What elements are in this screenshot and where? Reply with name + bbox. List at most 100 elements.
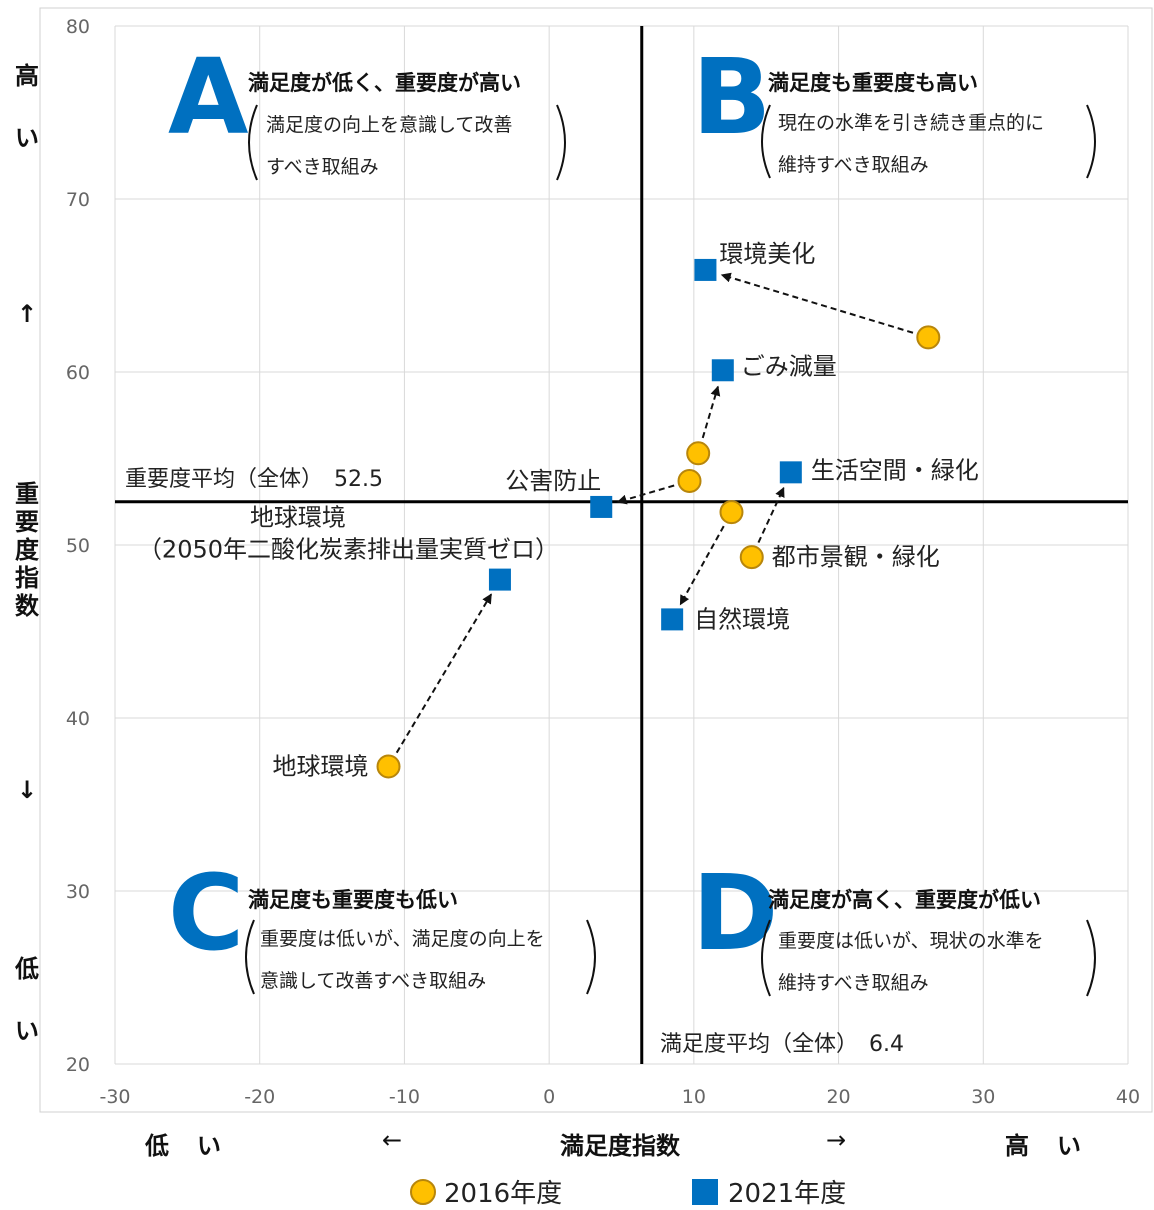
transition-arrow — [720, 272, 914, 334]
y-tick-label: 60 — [66, 362, 90, 384]
quadrant-open-paren — [761, 919, 771, 997]
quadrant-title: 満足度が低く、重要度が高い — [248, 71, 521, 95]
y-axis-title: 重要度指数 — [12, 480, 42, 620]
quadrant-letter: C — [168, 852, 244, 974]
point-2021-waste — [711, 359, 734, 382]
y-axis-title-char-2: 要 — [15, 508, 39, 536]
x-high-label: 高 い — [1005, 1132, 1083, 1160]
y-axis-title-char-3: 度 — [15, 536, 39, 564]
x-left-arrow: ← — [382, 1126, 403, 1154]
point-2016-env-beautify — [916, 325, 941, 350]
point-2021-env-beautify — [694, 258, 717, 281]
x-tick-label: 30 — [971, 1086, 995, 1108]
y-up-arrow: ↑ — [16, 300, 38, 328]
avg-importance-label: 重要度平均（全体） 52.5 — [125, 467, 383, 492]
transition-arrow — [679, 525, 725, 606]
x-tick-label: 40 — [1116, 1086, 1140, 1108]
point-2016-global — [376, 754, 401, 779]
point-label-env-beautify: 環境美化 — [719, 240, 815, 268]
quadrant-letter: B — [692, 36, 771, 158]
point-label-nature: 自然環境 — [694, 605, 790, 633]
legend-label-2021: 2021年度 — [728, 1179, 847, 1209]
grid — [39, 7, 1153, 1113]
quadrant-desc-line: すべき取組み — [266, 156, 379, 178]
y-tick-label: 80 — [66, 16, 90, 38]
quadrant-title: 満足度も重要度も高い — [768, 71, 978, 95]
x-tick-label: -10 — [389, 1086, 420, 1108]
point-label-global: （2050年二酸化炭素排出量実質ゼロ） — [138, 536, 559, 564]
y-high-char-1: 高 — [15, 62, 39, 90]
transition-arrow — [757, 486, 785, 543]
y-tick-label: 70 — [66, 189, 90, 211]
x-right-arrow: → — [826, 1126, 847, 1154]
quadrant-desc-line: 現在の水準を引き続き重点的に — [778, 112, 1044, 134]
y-low-char-1: 低 — [15, 955, 39, 983]
point-2021-nature — [661, 608, 684, 631]
y-tick-label: 20 — [66, 1054, 90, 1076]
quadrant-desc-line: 重要度は低いが、現状の水準を — [778, 930, 1044, 952]
quadrant-open-paren — [761, 104, 771, 179]
quadrant-open-paren — [245, 919, 255, 995]
transition-arrows — [395, 272, 914, 754]
point-2016-cityscape — [739, 545, 764, 570]
quadrant-annotations: A 満足度が低く、重要度が高い満足度の向上を意識して改善すべき取組みB満足度も重要… — [168, 36, 1096, 997]
quadrant-close-paren — [1086, 104, 1096, 179]
quadrant-title: 満足度も重要度も低い — [248, 888, 458, 912]
y-tick-label: 30 — [66, 881, 90, 903]
legend-item-2016: 2016年度 — [410, 1173, 562, 1210]
quadrant-desc-line: 重要度は低いが、満足度の向上を — [260, 928, 545, 950]
x-tick-label: 20 — [826, 1086, 850, 1108]
point-2016-pollution — [677, 468, 702, 493]
point-label-global: 地球環境 — [273, 752, 369, 780]
x-tick-label: 0 — [543, 1086, 555, 1108]
quadrant-desc-line: 維持すべき取組み — [778, 972, 929, 994]
quadrant-desc-line: 維持すべき取組み — [778, 154, 929, 176]
x-tick-label: -30 — [99, 1086, 130, 1108]
y-down-arrow: ↓ — [16, 776, 38, 804]
quadrant-desc-line: 意識して改善すべき取組み — [260, 970, 486, 992]
data-points — [376, 258, 941, 779]
quadrant-close-paren — [586, 919, 596, 995]
legend-circle-marker — [410, 1178, 436, 1205]
quadrant-title: 満足度が高く、重要度が低い — [768, 888, 1041, 912]
quadrant-close-paren — [1086, 919, 1096, 997]
axis-ticks: -30 -20 -10 0 10 20 30 40 20 30 40 50 60 70 80 — [66, 16, 1140, 1108]
point-label-global: 地球環境 — [250, 504, 346, 532]
y-axis-title-char-1: 重 — [15, 480, 39, 508]
y-tick-label: 40 — [66, 708, 90, 730]
x-axis-title: 満足度指数 — [560, 1132, 680, 1160]
point-2016-nature — [719, 500, 744, 525]
legend-square-marker — [692, 1178, 718, 1205]
point-label-living: 生活空間・緑化 — [811, 456, 979, 484]
quadrant-letter: D — [692, 852, 778, 974]
y-tick-label: 50 — [66, 535, 90, 557]
avg-satisfaction-label: 満足度平均（全体） 6.4 — [660, 1032, 904, 1057]
x-tick-label: -20 — [244, 1086, 275, 1108]
y-high-label: 高 い — [12, 62, 42, 152]
quadrant-close-paren — [556, 104, 566, 181]
quadrant-letter: A — [168, 36, 249, 158]
transition-arrow — [701, 385, 721, 439]
point-2016-waste — [686, 441, 711, 466]
y-high-char-2: い — [15, 124, 39, 152]
point-label-pollution: 公害防止 — [505, 467, 601, 495]
legend-item-2021: 2021年度 — [692, 1173, 846, 1210]
point-2021-pollution — [590, 495, 613, 518]
point-2021-global — [488, 568, 511, 591]
legend-label-2016: 2016年度 — [444, 1179, 563, 1209]
average-lines: 重要度平均（全体） 52.5 満足度平均（全体） 6.4 — [115, 26, 1128, 1064]
quadrant-desc-line: 満足度の向上を意識して改善 — [266, 114, 512, 136]
transition-arrow — [616, 484, 675, 505]
chart-frame — [39, 7, 1153, 1113]
y-axis-title-char-5: 数 — [15, 592, 39, 620]
point-label-waste: ごみ減量 — [741, 352, 837, 380]
point-2021-living — [779, 461, 802, 484]
y-low-char-2: い — [15, 1017, 39, 1045]
y-low-label: 低 い — [12, 955, 42, 1045]
